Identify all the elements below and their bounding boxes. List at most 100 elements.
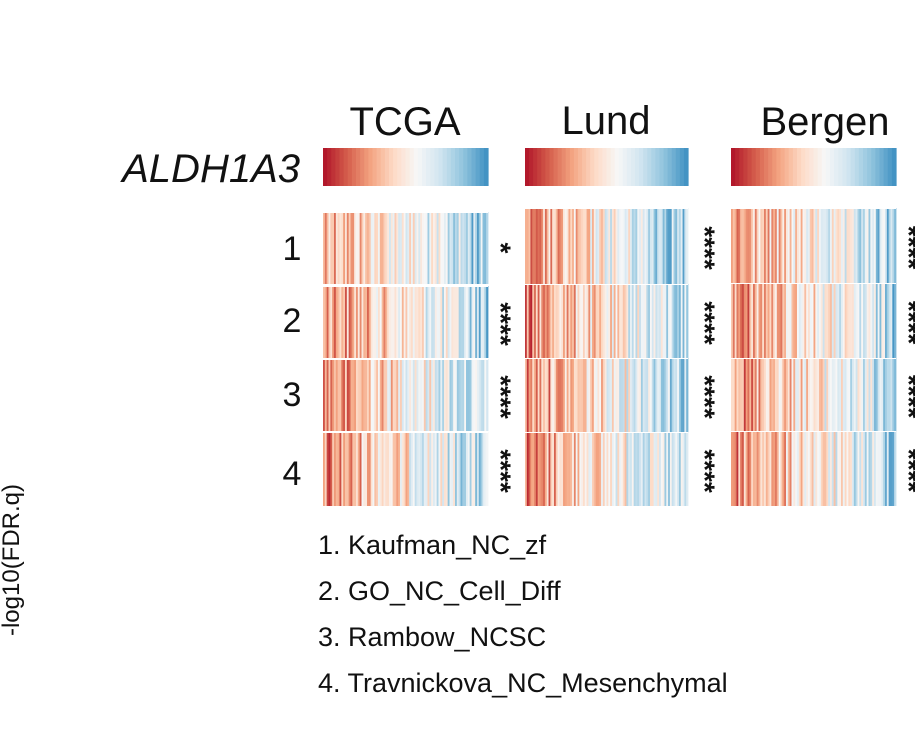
heatmap-cell bbox=[675, 432, 678, 506]
heatmap-cell bbox=[837, 208, 840, 283]
heatmap-cell bbox=[335, 432, 339, 506]
heatmap-cell bbox=[398, 359, 401, 431]
heatmap-row-3-bergen bbox=[731, 358, 897, 431]
heatmap-cell bbox=[590, 358, 593, 432]
heatmap-cell bbox=[824, 283, 827, 358]
heatmap-cell bbox=[473, 432, 476, 506]
heatmap-cell bbox=[655, 358, 658, 432]
heatmap-cell bbox=[592, 208, 595, 284]
heatmap-cell bbox=[881, 283, 884, 358]
heatmap-cell bbox=[608, 358, 611, 432]
heatmap-cell bbox=[784, 358, 787, 431]
heatmap-cell bbox=[376, 212, 379, 284]
heatmap-cell bbox=[853, 431, 857, 506]
heatmap-cell bbox=[326, 286, 329, 358]
heatmap-cell bbox=[453, 432, 456, 506]
heatmap-cell bbox=[747, 283, 750, 358]
heatmap-cell bbox=[588, 358, 591, 432]
heatmap-cell bbox=[532, 358, 535, 432]
heatmap-cell bbox=[595, 358, 598, 432]
heatmap-cell bbox=[879, 283, 882, 358]
heatmap-cell bbox=[820, 431, 824, 506]
heatmap-cell bbox=[526, 432, 530, 506]
significance-marker: **** bbox=[486, 375, 517, 419]
gradient-band bbox=[838, 148, 843, 186]
heatmap-cell bbox=[881, 431, 884, 506]
heatmap-cell bbox=[455, 212, 458, 284]
heatmap-cell bbox=[525, 284, 528, 358]
heatmap-cell bbox=[334, 212, 337, 284]
gradient-bar-lund bbox=[525, 148, 689, 186]
heatmap-cell bbox=[573, 284, 577, 358]
heatmap-cell bbox=[802, 358, 805, 431]
heatmap-cell bbox=[557, 358, 560, 432]
heatmap-cell bbox=[543, 208, 546, 284]
heatmap-cell bbox=[764, 431, 767, 506]
row-separator bbox=[525, 284, 688, 285]
heatmap-cell bbox=[751, 208, 754, 283]
heatmap-cell bbox=[597, 358, 600, 432]
heatmap-cell bbox=[339, 432, 342, 506]
heatmap-cell bbox=[383, 286, 386, 358]
heatmap-cell bbox=[434, 432, 438, 506]
gradient-band bbox=[813, 148, 819, 186]
heatmap-cell bbox=[861, 358, 864, 431]
gradient-band bbox=[651, 148, 656, 186]
heatmap-cell bbox=[626, 208, 629, 284]
heatmap-cell bbox=[416, 212, 419, 284]
significance-marker: **** bbox=[690, 226, 721, 270]
heatmap-cell bbox=[423, 212, 427, 284]
heatmap-cell bbox=[552, 284, 555, 358]
heatmap-cell bbox=[602, 284, 606, 358]
heatmap-cell bbox=[414, 359, 417, 431]
heatmap-cell bbox=[651, 284, 654, 358]
heatmap-cell bbox=[890, 283, 893, 358]
heatmap-row-4-lund bbox=[525, 432, 689, 506]
heatmap-cell bbox=[820, 283, 824, 358]
heatmap-cell bbox=[778, 431, 781, 506]
gradient-band bbox=[863, 148, 868, 186]
gradient-band bbox=[602, 148, 608, 186]
heatmap-cell bbox=[677, 432, 680, 506]
gradient-band bbox=[891, 148, 897, 186]
gradient-band bbox=[817, 148, 823, 186]
heatmap-panels bbox=[323, 208, 897, 506]
heatmap-cell bbox=[820, 208, 824, 283]
heatmap-cell bbox=[839, 431, 842, 506]
heatmap-cell bbox=[648, 358, 651, 432]
heatmap-cell bbox=[861, 431, 864, 506]
heatmap-cell bbox=[835, 208, 838, 283]
heatmap-cell bbox=[813, 431, 816, 506]
gradient-band bbox=[639, 148, 644, 186]
heatmap-cell bbox=[584, 432, 587, 506]
heatmap-cell bbox=[566, 208, 569, 284]
heatmap-cell bbox=[363, 286, 366, 358]
heatmap-cell bbox=[808, 431, 811, 506]
heatmap-cell bbox=[831, 431, 835, 506]
heatmap-cell bbox=[486, 212, 489, 284]
heatmap-cell bbox=[559, 284, 562, 358]
gradient-band bbox=[772, 148, 777, 186]
heatmap-cell bbox=[809, 208, 813, 283]
heatmap-cell bbox=[615, 284, 618, 358]
heatmap-cell bbox=[445, 286, 449, 358]
heatmap-cell bbox=[864, 208, 868, 283]
heatmap-cell bbox=[418, 286, 421, 358]
heatmap-cell bbox=[537, 208, 540, 284]
heatmap-cell bbox=[586, 358, 589, 432]
heatmap-cell bbox=[548, 432, 551, 506]
heatmap-cell bbox=[842, 358, 846, 431]
heatmap-cell bbox=[608, 432, 611, 506]
heatmap-cell bbox=[764, 208, 767, 283]
heatmap-cell bbox=[412, 359, 416, 431]
heatmap-cell bbox=[808, 358, 811, 431]
heatmap-cell bbox=[484, 432, 487, 506]
heatmap-cell bbox=[566, 284, 569, 358]
heatmap-cell bbox=[677, 208, 680, 284]
heatmap-cell bbox=[740, 208, 743, 283]
heatmap-cell bbox=[633, 284, 636, 358]
heatmap-cell bbox=[619, 284, 622, 358]
heatmap-cell bbox=[409, 286, 412, 358]
heatmap-cell bbox=[787, 208, 791, 283]
heatmap-cell bbox=[804, 431, 807, 506]
